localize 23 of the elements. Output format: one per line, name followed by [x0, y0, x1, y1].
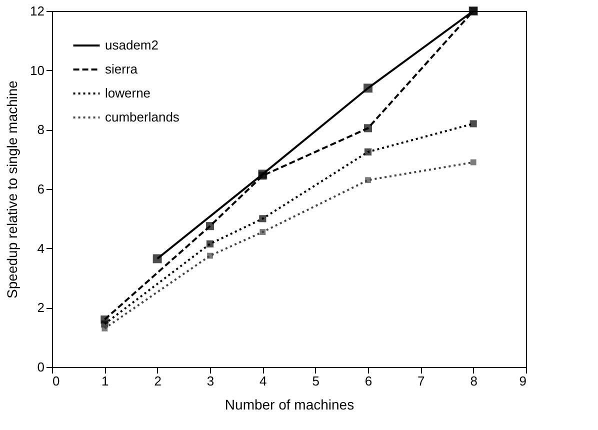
x-tick-label: 1 [102, 374, 109, 388]
legend-label: usadem2 [105, 38, 158, 52]
x-tick-label: 7 [418, 374, 425, 388]
legend-label: sierra [105, 62, 138, 76]
x-tick-label: 4 [260, 374, 267, 388]
y-tick-label: 8 [37, 122, 44, 138]
x-tick-label: 9 [519, 374, 526, 388]
y-axis-title: Speedup relative to single machine [4, 80, 20, 298]
y-tick-label: 0 [37, 360, 44, 374]
x-tick-label: 0 [52, 374, 60, 388]
x-tick-label: 8 [470, 374, 478, 388]
y-tick-label: 12 [30, 4, 44, 18]
x-tick-label: 3 [206, 374, 214, 388]
y-tick-label: 4 [37, 240, 44, 256]
x-axis-title: Number of machines [224, 396, 354, 412]
y-tick-label: 10 [30, 62, 44, 78]
y-tick-label: 2 [37, 300, 44, 316]
y-tick-label: 6 [37, 182, 44, 196]
legend-label: cumberlands [105, 110, 180, 124]
x-tick-label: 5 [312, 374, 320, 388]
legend-label: lowerne [105, 86, 151, 100]
x-tick-label: 6 [364, 374, 372, 388]
x-tick-label: 2 [154, 374, 162, 388]
